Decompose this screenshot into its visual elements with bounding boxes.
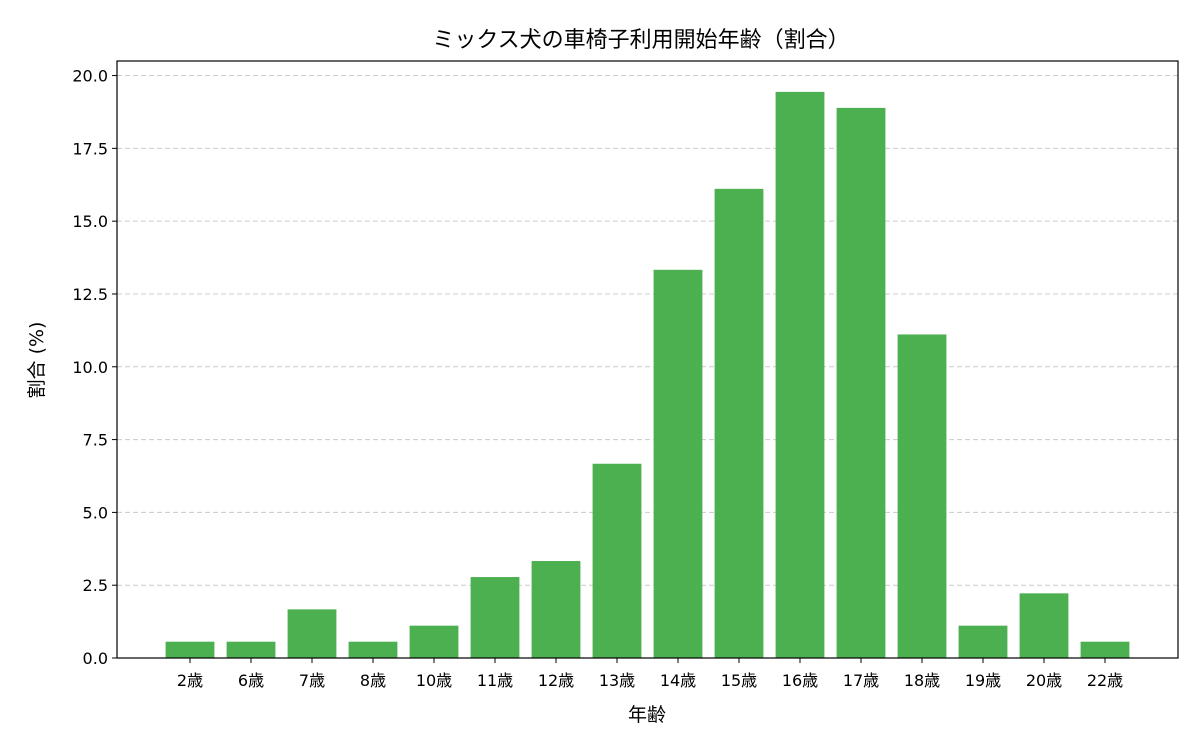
bar: [958, 625, 1008, 658]
x-tick-label: 16歳: [782, 671, 818, 690]
y-tick-label: 15.0: [72, 212, 108, 231]
bar: [714, 188, 764, 658]
x-tick-label: 2歳: [177, 671, 203, 690]
bar: [348, 641, 398, 658]
x-tick-label: 11歳: [477, 671, 513, 690]
y-axis-label: 割合 (%): [26, 322, 48, 399]
y-tick-label: 20.0: [72, 67, 108, 86]
bar: [165, 641, 215, 658]
bar: [531, 561, 581, 658]
bar: [287, 609, 337, 658]
x-tick-label: 15歳: [721, 671, 757, 690]
bar: [470, 577, 520, 658]
x-tick-label: 7歳: [299, 671, 325, 690]
y-tick-label: 12.5: [72, 285, 108, 304]
y-grid: [117, 75, 1178, 659]
x-tick-label: 20歳: [1026, 671, 1062, 690]
bars: [165, 91, 1130, 659]
bar: [653, 269, 703, 658]
bar: [836, 107, 886, 658]
plot-frame: [116, 60, 1179, 659]
x-tick-label: 10歳: [416, 671, 452, 690]
y-tick-label: 17.5: [72, 139, 108, 158]
y-tick-label: 7.5: [83, 431, 108, 450]
x-tick-label: 17歳: [843, 671, 879, 690]
bar: [775, 91, 825, 659]
bar: [409, 625, 459, 658]
bar: [1019, 593, 1069, 658]
bar: [226, 641, 276, 658]
x-tick-label: 6歳: [238, 671, 264, 690]
x-tick-label: 19歳: [965, 671, 1001, 690]
x-tick-label: 22歳: [1087, 671, 1123, 690]
x-tick-label: 8歳: [360, 671, 386, 690]
y-tick-label: 2.5: [83, 576, 108, 595]
y-tick-label: 10.0: [72, 358, 108, 377]
y-tick-label: 5.0: [83, 503, 108, 522]
y-tick-label: 0.0: [83, 649, 108, 668]
x-axis-label: 年齢: [628, 704, 666, 726]
bar: [1080, 641, 1130, 658]
bar: [592, 463, 642, 658]
x-tick-label: 18歳: [904, 671, 940, 690]
y-axis-ticks: 0.0 2.5 5.0 7.5 10.0 12.5 15.0 17.5 20.0: [72, 67, 117, 668]
x-tick-label: 13歳: [599, 671, 635, 690]
bar: [897, 334, 947, 658]
chart-title: ミックス犬の車椅子利用開始年齢（割合）: [432, 28, 849, 53]
x-tick-label: 12歳: [538, 671, 574, 690]
x-axis-ticks: 2歳 6歳 7歳 8歳 10歳 11歳 12歳 13歳 14歳 15歳 16歳 17歳 18歳 19歳 20…: [177, 658, 1123, 690]
x-tick-label: 14歳: [660, 671, 696, 690]
